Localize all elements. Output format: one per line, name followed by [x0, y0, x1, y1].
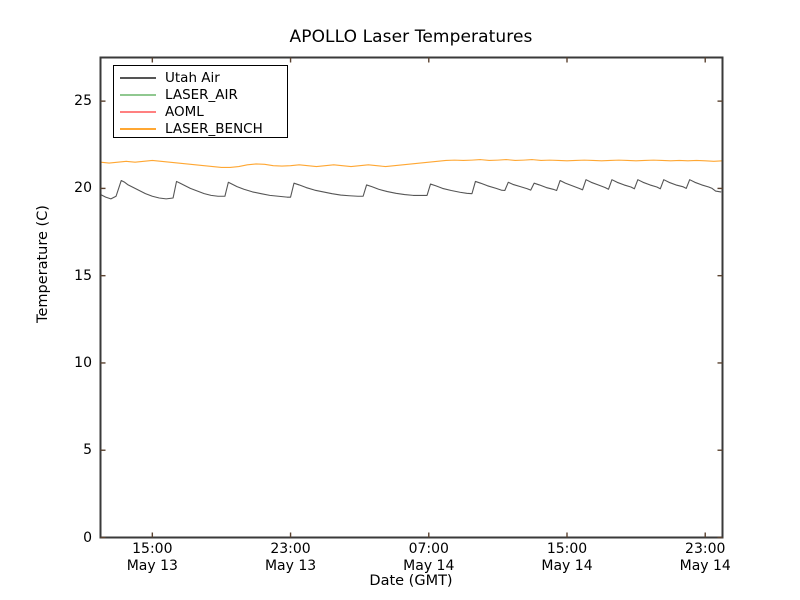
x-tick-label: 07:00 May 14 — [403, 541, 455, 574]
plot-frame — [99, 56, 724, 539]
series-line-utah-air — [99, 179, 722, 200]
y-tick-label: 10 — [74, 354, 92, 371]
legend-entry-laser-air[interactable]: LASER_AIR — [114, 87, 287, 103]
legend-entry-aoml[interactable]: AOML — [114, 104, 287, 120]
x-tick-label: 23:00 May 13 — [264, 541, 317, 574]
y-tick-label: 5 — [83, 442, 92, 459]
y-tick-label: 0 — [83, 529, 92, 546]
x-tick-label: 15:00 May 13 — [126, 541, 178, 574]
x-tick-label: 15:00 May 14 — [541, 541, 593, 574]
page-title: APOLLO Laser Temperatures — [289, 27, 533, 47]
legend-label: AOML — [165, 104, 204, 120]
legend-label: LASER_BENCH — [165, 121, 263, 137]
legend-swatch-icon — [120, 94, 156, 96]
legend-label: Utah Air — [165, 70, 220, 86]
x-axis-label: Date (GMT) — [369, 573, 453, 589]
legend-swatch-icon — [120, 77, 156, 79]
legend[interactable]: Utah Air LASER_AIR AOML LASER_BENCH — [113, 65, 288, 138]
legend-swatch-icon — [120, 111, 156, 113]
y-tick-label: 15 — [74, 267, 92, 284]
legend-label: LASER_AIR — [165, 87, 238, 103]
legend-swatch-icon — [120, 128, 156, 130]
y-tick-label: 20 — [74, 180, 92, 197]
y-tick-label: 25 — [74, 93, 92, 110]
x-tick-label: 23:00 May 14 — [679, 541, 731, 574]
legend-entry-laser-bench[interactable]: LASER_BENCH — [114, 121, 287, 137]
y-tick-label-group: 0 5 10 15 20 25 — [48, 0, 92, 600]
series-line-laser-bench — [99, 159, 724, 169]
legend-entry-utah-air[interactable]: Utah Air — [114, 70, 287, 86]
axes-frame — [99, 56, 724, 539]
series-group — [99, 159, 724, 200]
